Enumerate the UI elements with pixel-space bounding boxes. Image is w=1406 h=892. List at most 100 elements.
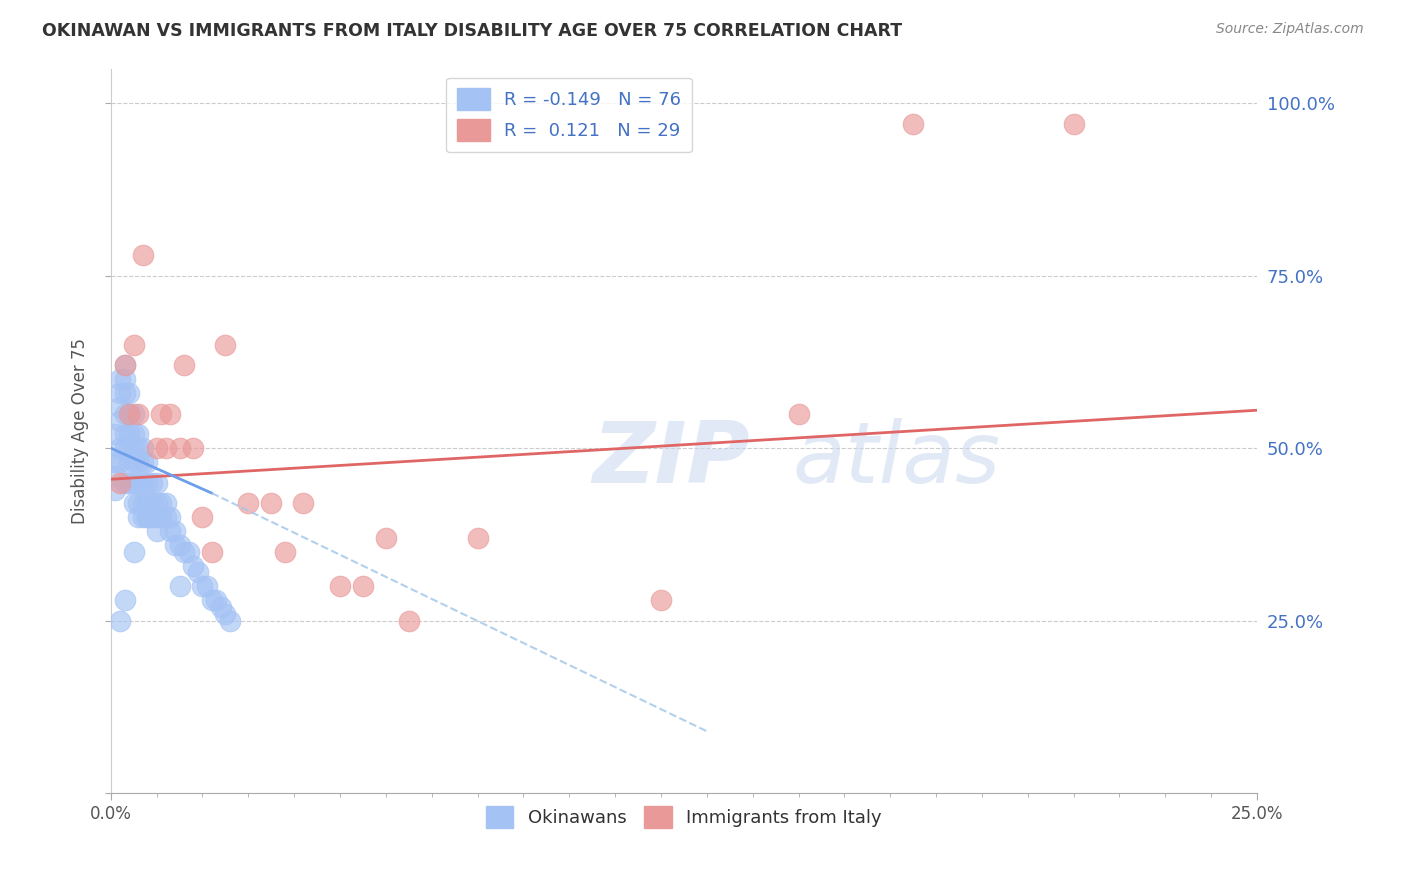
- Point: [191, 510, 214, 524]
- Point: [114, 407, 136, 421]
- Point: [108, 400, 131, 414]
- Point: [108, 455, 131, 469]
- Point: [195, 579, 218, 593]
- Point: [352, 579, 374, 593]
- Point: [191, 579, 214, 593]
- Point: [114, 441, 136, 455]
- Point: [127, 455, 149, 469]
- Point: [108, 372, 131, 386]
- Point: [214, 337, 236, 351]
- Point: [114, 475, 136, 490]
- Point: [141, 475, 163, 490]
- Point: [201, 545, 224, 559]
- Point: [209, 599, 232, 614]
- Point: [108, 414, 131, 428]
- Point: [127, 475, 149, 490]
- Point: [122, 545, 145, 559]
- Point: [118, 441, 141, 455]
- Point: [136, 496, 159, 510]
- Point: [159, 524, 181, 538]
- Point: [274, 545, 297, 559]
- Point: [173, 359, 195, 373]
- Point: [132, 455, 155, 469]
- Legend: Okinawans, Immigrants from Italy: Okinawans, Immigrants from Italy: [479, 798, 889, 835]
- Point: [159, 407, 181, 421]
- Point: [141, 510, 163, 524]
- Point: [118, 407, 141, 421]
- Point: [150, 510, 173, 524]
- Point: [150, 407, 173, 421]
- Point: [122, 441, 145, 455]
- Text: atlas: atlas: [793, 418, 1001, 501]
- Point: [122, 407, 145, 421]
- Point: [132, 441, 155, 455]
- Point: [114, 359, 136, 373]
- Point: [122, 427, 145, 442]
- Point: [214, 607, 236, 621]
- Point: [118, 407, 141, 421]
- Point: [136, 510, 159, 524]
- Point: [122, 455, 145, 469]
- Point: [169, 538, 191, 552]
- Point: [145, 524, 167, 538]
- Point: [145, 475, 167, 490]
- Point: [132, 475, 155, 490]
- Point: [163, 538, 186, 552]
- Point: [141, 496, 163, 510]
- Point: [260, 496, 283, 510]
- Point: [1063, 117, 1085, 131]
- Point: [114, 593, 136, 607]
- Point: [169, 441, 191, 455]
- Point: [122, 475, 145, 490]
- Point: [104, 483, 127, 497]
- Point: [205, 593, 228, 607]
- Point: [145, 510, 167, 524]
- Point: [127, 496, 149, 510]
- Point: [136, 510, 159, 524]
- Text: OKINAWAN VS IMMIGRANTS FROM ITALY DISABILITY AGE OVER 75 CORRELATION CHART: OKINAWAN VS IMMIGRANTS FROM ITALY DISABI…: [42, 22, 903, 40]
- Point: [292, 496, 315, 510]
- Point: [374, 531, 396, 545]
- Text: ZIP: ZIP: [592, 418, 749, 501]
- Point: [181, 558, 204, 573]
- Point: [187, 566, 209, 580]
- Point: [132, 496, 155, 510]
- Point: [114, 427, 136, 442]
- Text: Source: ZipAtlas.com: Source: ZipAtlas.com: [1216, 22, 1364, 37]
- Point: [118, 386, 141, 401]
- Point: [104, 468, 127, 483]
- Point: [238, 496, 260, 510]
- Point: [136, 475, 159, 490]
- Point: [467, 531, 489, 545]
- Point: [108, 475, 131, 490]
- Point: [155, 496, 177, 510]
- Point: [114, 372, 136, 386]
- Point: [787, 407, 810, 421]
- Point: [104, 455, 127, 469]
- Point: [145, 496, 167, 510]
- Point: [127, 510, 149, 524]
- Point: [118, 427, 141, 442]
- Point: [173, 545, 195, 559]
- Point: [122, 496, 145, 510]
- Point: [201, 593, 224, 607]
- Point: [650, 593, 672, 607]
- Point: [181, 441, 204, 455]
- Point: [132, 510, 155, 524]
- Point: [177, 545, 200, 559]
- Point: [145, 441, 167, 455]
- Point: [108, 614, 131, 628]
- Point: [163, 524, 186, 538]
- Y-axis label: Disability Age Over 75: Disability Age Over 75: [72, 338, 89, 524]
- Point: [132, 248, 155, 262]
- Point: [159, 510, 181, 524]
- Point: [169, 579, 191, 593]
- Point: [155, 510, 177, 524]
- Point: [155, 441, 177, 455]
- Point: [127, 407, 149, 421]
- Point: [118, 455, 141, 469]
- Point: [114, 359, 136, 373]
- Point: [108, 441, 131, 455]
- Point: [108, 386, 131, 401]
- Point: [114, 386, 136, 401]
